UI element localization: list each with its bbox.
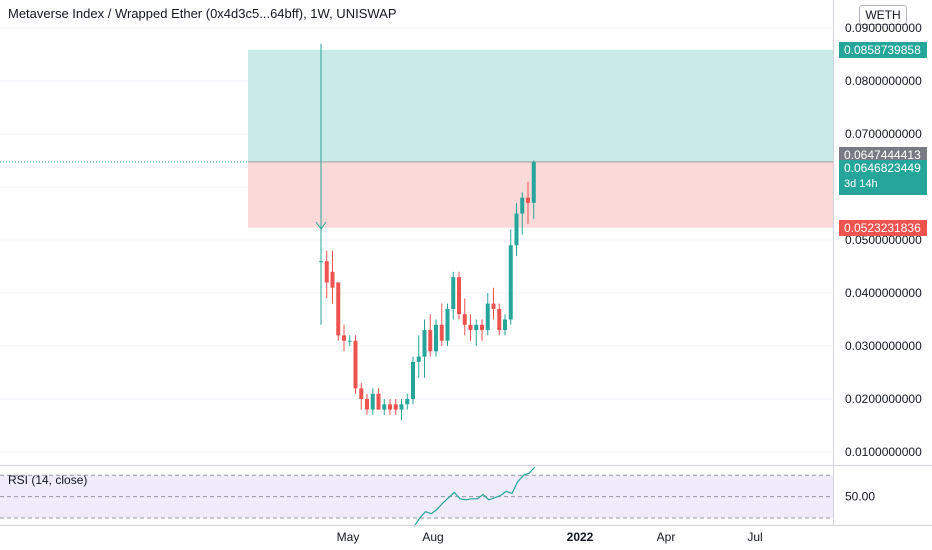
candle-body [405, 399, 410, 405]
price-tick-label: 0.0300000000 [845, 339, 922, 353]
candle-body [508, 245, 513, 320]
candle-body [376, 393, 381, 410]
candle-body [480, 324, 484, 331]
time-tick-label: Apr [657, 530, 676, 544]
time-tick-label: May [337, 530, 360, 544]
position-marker [315, 221, 327, 230]
candle-body [531, 162, 536, 203]
time-tick-label: Jul [747, 530, 762, 544]
price-tick-label: 0.0400000000 [845, 286, 922, 300]
stop-price-tag: 0.0523231836 [839, 219, 927, 236]
candle-body [474, 324, 479, 331]
rsi-line [413, 466, 536, 527]
candle-body [399, 404, 404, 410]
candle-body [382, 404, 387, 410]
price-tick-label: 0.0900000000 [845, 21, 922, 35]
candle-series [315, 43, 536, 421]
target-price-tag: 0.0858739858 [839, 41, 927, 58]
price-axis[interactable]: 0.0900000000 0.0800000000 0.0700000000 0.06… [845, 21, 922, 459]
candle-body [319, 261, 323, 263]
price-tick-label: 0.0800000000 [845, 74, 922, 88]
candle-body [330, 271, 335, 288]
last-price-tag: 0.0646823449 3d 14h [839, 159, 927, 195]
rsi-level-label: 50.00 [845, 490, 875, 504]
loss-zone[interactable] [248, 161, 833, 228]
candle-body [439, 324, 444, 341]
candle-body [342, 335, 346, 341]
candle-body [462, 314, 467, 325]
candle-body [491, 303, 496, 309]
time-axis[interactable]: May Aug 2022 Apr Jul [337, 530, 763, 544]
candle-body [365, 399, 369, 410]
candle-body [520, 197, 525, 214]
price-tick-label: 0.0100000000 [845, 445, 922, 459]
candle-body [393, 404, 398, 410]
price-tick-label: 0.0500000000 [845, 233, 922, 247]
candle-body [514, 213, 519, 246]
last-price-value: 0.0646823449 [844, 160, 921, 175]
candle-body [428, 330, 433, 352]
candle-body [411, 361, 415, 399]
price-tick-label: 0.0700000000 [845, 127, 922, 141]
rsi-level-lines [0, 474, 833, 519]
time-tick-label: 2022 [567, 530, 594, 544]
candle-body [336, 282, 341, 336]
position-zones[interactable] [248, 49, 833, 228]
candle-body [353, 340, 358, 389]
candle-body [485, 303, 490, 331]
candle-body [468, 324, 473, 331]
currency-selector[interactable]: WETH [859, 5, 907, 25]
candle-body [388, 404, 392, 410]
candle-body [457, 277, 461, 315]
candle-body [434, 324, 438, 352]
rsi-title: RSI (14, close) [8, 473, 88, 487]
price-tick-label: 0.0200000000 [845, 392, 922, 406]
candle-body [359, 388, 364, 399]
chart-title: Metaverse Index / Wrapped Ether (0x4d3c5… [8, 6, 397, 21]
candle-body [497, 308, 502, 331]
candle-body [324, 261, 329, 283]
crosshair-price-tag: 0.0647444413 [839, 147, 927, 164]
candle-body [445, 308, 450, 341]
candle-body [422, 330, 427, 357]
candle-body [370, 393, 375, 410]
candle-body [451, 277, 456, 309]
candle-body [526, 197, 530, 203]
rsi-pane: 50.00 [0, 466, 875, 527]
bar-countdown: 3d 14h [844, 177, 878, 190]
candle-body [347, 340, 352, 342]
candle-body [503, 319, 507, 331]
candle-body [416, 356, 421, 362]
profit-zone[interactable] [248, 49, 833, 162]
time-tick-label: Aug [422, 530, 443, 544]
